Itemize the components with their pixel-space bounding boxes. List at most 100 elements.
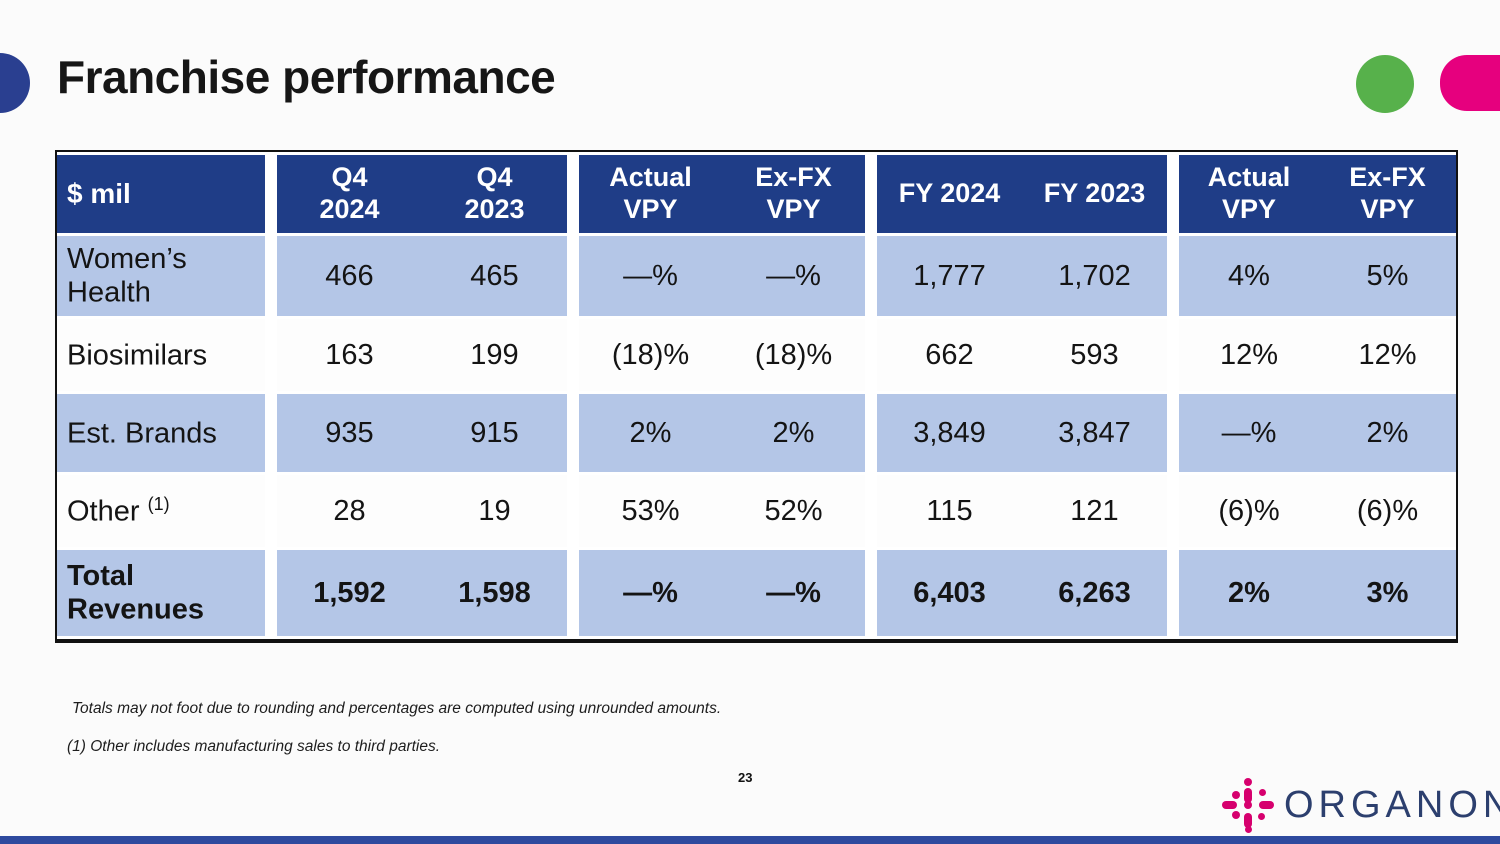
organon-wordmark-text: ORGANON: [1284, 783, 1500, 826]
column-group-gap: [1167, 236, 1179, 316]
column-group-gap: [1167, 394, 1179, 472]
value-cell: 662: [877, 319, 1022, 391]
logo-shape: [1258, 813, 1265, 820]
organon-symbol-icon: [1220, 776, 1276, 834]
column-header-fy-2024: FY 2024: [877, 155, 1022, 233]
row-label: Women’s Health: [57, 236, 265, 316]
value-cell: 53%: [579, 475, 722, 547]
value-cell: 52%: [722, 475, 865, 547]
table-row-other: Other (1) 28 19 53% 52% 115 121 (6)% (6)…: [57, 475, 1456, 547]
value-cell: 6,263: [1022, 550, 1167, 636]
column-group-gap: [265, 319, 277, 391]
value-cell: (18)%: [579, 319, 722, 391]
value-cell: 3%: [1319, 550, 1456, 636]
value-cell: 4%: [1179, 236, 1319, 316]
column-header-exfx-vpy-fy: Ex-FX VPY: [1319, 155, 1456, 233]
value-cell: 199: [422, 319, 567, 391]
value-cell: —%: [579, 236, 722, 316]
row-label-text: Other: [67, 495, 148, 528]
column-group-gap: [567, 155, 579, 233]
value-cell: (6)%: [1179, 475, 1319, 547]
logo-shape: [1245, 826, 1252, 833]
value-cell: 2%: [579, 394, 722, 472]
value-cell: 19: [422, 475, 567, 547]
row-label-text: Women’s Health: [67, 242, 187, 309]
column-header-actual-vpy-q4: Actual VPY: [579, 155, 722, 233]
logo-shape: [1222, 801, 1237, 809]
column-group-gap: [567, 475, 579, 547]
column-group-gap: [265, 236, 277, 316]
page-number: 23: [738, 770, 753, 785]
column-group-gap: [567, 394, 579, 472]
footnote-other: (1) Other includes manufacturing sales t…: [67, 738, 441, 755]
row-label-sup: (1): [147, 493, 170, 514]
value-cell: 2%: [1319, 394, 1456, 472]
value-cell: 12%: [1319, 319, 1456, 391]
table-row-biosimilars: Biosimilars 163 199 (18)% (18)% 662 593 …: [57, 319, 1456, 391]
column-group-gap: [567, 319, 579, 391]
column-group-gap: [265, 155, 277, 233]
logo-shape: [1232, 791, 1240, 799]
row-label-text: Biosimilars: [67, 339, 208, 372]
column-header-actual-vpy-fy: Actual VPY: [1179, 155, 1319, 233]
organon-wordmark: ORGANONTM: [1284, 784, 1500, 827]
row-label: Est. Brands: [57, 394, 265, 472]
value-cell: 593: [1022, 319, 1167, 391]
column-group-gap: [265, 394, 277, 472]
value-cell: (18)%: [722, 319, 865, 391]
column-group-gap: [1167, 475, 1179, 547]
row-label-text: Total Revenues: [67, 559, 205, 626]
footnote-rounding: Totals may not foot due to rounding and …: [72, 700, 722, 717]
value-cell: 1,702: [1022, 236, 1167, 316]
table-row-womens-health: Women’s Health 466 465 —% —% 1,777 1,702…: [57, 236, 1456, 316]
table-row-total-revenues: Total Revenues 1,592 1,598 —% —% 6,403 6…: [57, 550, 1456, 636]
column-header-q4-2024: Q4 2024: [277, 155, 422, 233]
logo-shape: [1244, 813, 1252, 828]
value-cell: 3,849: [877, 394, 1022, 472]
column-header-fy-2023: FY 2023: [1022, 155, 1167, 233]
value-cell: 1,592: [277, 550, 422, 636]
value-cell: —%: [722, 550, 865, 636]
left-accent-semicircle: [0, 53, 30, 113]
column-group-gap: [265, 475, 277, 547]
value-cell: 935: [277, 394, 422, 472]
magenta-pill-decoration: [1440, 55, 1500, 111]
footer-bar: [0, 836, 1500, 844]
row-label: Biosimilars: [57, 319, 265, 391]
logo-shape: [1244, 801, 1252, 809]
value-cell: 1,598: [422, 550, 567, 636]
value-cell: 1,777: [877, 236, 1022, 316]
value-cell: 5%: [1319, 236, 1456, 316]
franchise-performance-table: $ mil Q4 2024 Q4 2023 Actual VPY Ex-FX V…: [55, 150, 1458, 643]
value-cell: (6)%: [1319, 475, 1456, 547]
page-title: Franchise performance: [57, 51, 556, 103]
logo-shape: [1259, 789, 1266, 796]
column-header-exfx-vpy-q4: Ex-FX VPY: [722, 155, 865, 233]
value-cell: 915: [422, 394, 567, 472]
logo-shape: [1244, 778, 1252, 786]
column-group-gap: [567, 236, 579, 316]
column-header-unit: $ mil: [57, 155, 265, 233]
logo-shape: [1259, 801, 1274, 809]
value-cell: 2%: [722, 394, 865, 472]
logo-shape: [1244, 788, 1252, 803]
column-group-gap: [1167, 550, 1179, 636]
value-cell: —%: [1179, 394, 1319, 472]
column-group-gap: [1167, 155, 1179, 233]
organon-logo: ORGANONTM: [1220, 776, 1500, 834]
value-cell: 466: [277, 236, 422, 316]
column-group-gap: [865, 394, 877, 472]
green-circle-decoration: [1356, 55, 1414, 113]
row-label: Other (1): [57, 475, 265, 547]
column-group-gap: [1167, 319, 1179, 391]
value-cell: 6,403: [877, 550, 1022, 636]
row-label: Total Revenues: [57, 550, 265, 636]
column-group-gap: [865, 319, 877, 391]
column-group-gap: [865, 236, 877, 316]
value-cell: 3,847: [1022, 394, 1167, 472]
value-cell: 2%: [1179, 550, 1319, 636]
value-cell: 115: [877, 475, 1022, 547]
table-row-est-brands: Est. Brands 935 915 2% 2% 3,849 3,847 —%…: [57, 394, 1456, 472]
value-cell: 28: [277, 475, 422, 547]
